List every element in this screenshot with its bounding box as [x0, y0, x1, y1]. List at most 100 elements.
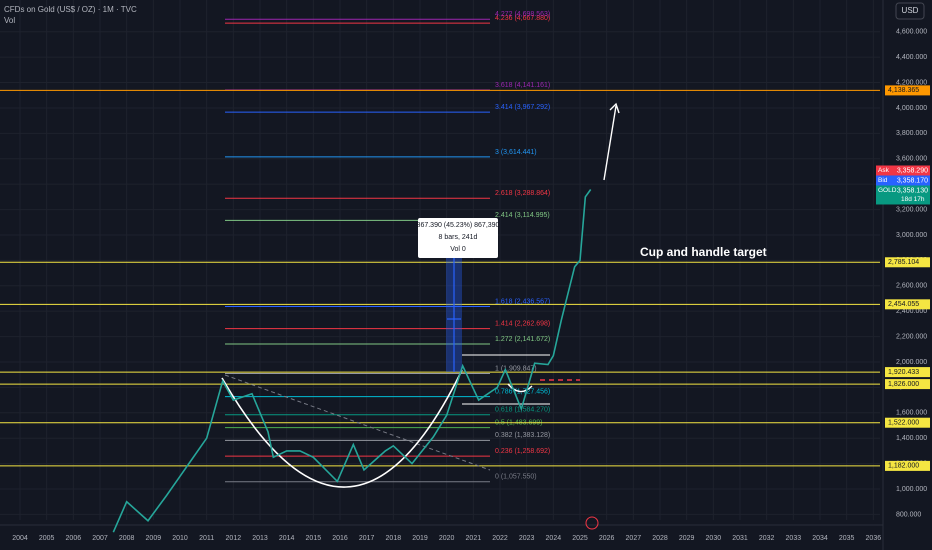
price-line [112, 189, 592, 533]
level-tag [885, 379, 930, 390]
price-tag-extra: 18d 17h [901, 196, 925, 203]
x-tick-label: 2013 [252, 535, 268, 542]
y-tick-label: 3,200.000 [896, 206, 927, 213]
event-icon[interactable] [585, 516, 599, 530]
y-tick-label: 2,600.000 [896, 283, 927, 290]
y-tick-label: 2,400.000 [896, 308, 927, 315]
fib-label: 2.618 (3,288.864) [495, 190, 550, 197]
fib-label: 1 (1,909.847) [495, 365, 537, 372]
fib-label: 0 (1,057.550) [495, 474, 537, 481]
measure-text: Vol 0 [450, 246, 466, 253]
x-tick-label: 2009 [146, 535, 162, 542]
fib-label: 3.618 (4,141.161) [495, 82, 550, 89]
level-label: 4,138.365 [888, 87, 919, 94]
x-tick-label: 2018 [386, 535, 402, 542]
y-tick-label: 4,600.000 [896, 29, 927, 36]
currency-button[interactable] [895, 2, 925, 20]
price-tag [876, 165, 930, 176]
x-tick-label: 2022 [492, 535, 508, 542]
price-tag [876, 185, 930, 205]
x-tick-label: 2025 [572, 535, 588, 542]
x-tick-label: 2011 [199, 535, 214, 542]
fib-label: 0.618 (1,584.270) [495, 407, 550, 414]
y-tick-label: 3,600.000 [896, 156, 927, 163]
x-tick-label: 2028 [652, 535, 668, 542]
level-label: 1,182.000 [888, 463, 919, 470]
measure-text: 8 bars, 241d [439, 234, 478, 241]
x-tick-label: 2035 [839, 535, 855, 542]
y-tick-label: 2,000.000 [896, 359, 927, 366]
x-tick-label: 2016 [332, 535, 348, 542]
handle-curve [507, 383, 533, 393]
fib-label: 0.236 (1,258.692) [495, 448, 550, 455]
x-tick-label: 2029 [679, 535, 695, 542]
currency[interactable]: USD [902, 6, 919, 15]
y-tick-label: 4,000.000 [896, 105, 927, 112]
level-label: 2,454.055 [888, 301, 919, 308]
price-tag-value: 3,358.290 [897, 167, 928, 174]
y-tick-label: 4,200.000 [896, 79, 927, 86]
level-label: 1,920.433 [888, 369, 919, 376]
level-tag [885, 460, 930, 471]
price-tag [876, 175, 930, 186]
grid [0, 0, 880, 520]
y-tick-label: 800.000 [896, 511, 921, 518]
cup-curve [221, 369, 463, 488]
x-tick-label: 2008 [119, 535, 135, 542]
x-tick-label: 2027 [626, 535, 642, 542]
x-tick-label: 2036 [866, 535, 882, 542]
y-tick-label: 3,800.000 [896, 130, 927, 137]
fib-label: 4.236 (4,667.880) [495, 15, 550, 22]
y-tick-label: 2,200.000 [896, 333, 927, 340]
x-tick-label: 2032 [759, 535, 775, 542]
level-tag [885, 367, 930, 378]
x-tick-label: 2026 [599, 535, 615, 542]
x-tick-label: 2015 [306, 535, 322, 542]
fib-label: 4.272 (4,698.563) [495, 11, 550, 18]
x-tick-label: 2020 [439, 535, 455, 542]
level-label: 1,826.000 [888, 381, 919, 388]
fib-label: 1.272 (2,141.672) [495, 336, 550, 343]
level-tag [885, 257, 930, 268]
measure-box [418, 218, 498, 258]
x-tick-label: 2024 [546, 535, 562, 542]
price-tag-name: Ask [878, 167, 890, 174]
y-tick-label: 3,000.000 [896, 232, 927, 239]
price-tag-value: 3,358.170 [897, 177, 928, 184]
level-tag [885, 299, 930, 310]
fib-label: 2.414 (3,114.995) [495, 212, 550, 219]
price-tag-name: GOLD [878, 187, 897, 194]
y-tick-label: 1,600.000 [896, 410, 927, 417]
x-tick-label: 2023 [519, 535, 535, 542]
x-tick-label: 2021 [466, 535, 482, 542]
x-tick-label: 2005 [39, 535, 55, 542]
x-tick-label: 2033 [786, 535, 802, 542]
fib-label: 1.618 (2,436.567) [495, 298, 550, 305]
y-tick-label: 1,000.000 [896, 486, 927, 493]
measure-text: 867.390 (45.23%) 867,390 [417, 222, 500, 229]
price-tag-value: 3,358.130 [897, 187, 928, 194]
target-arrow [603, 102, 620, 181]
level-label: 1,522.000 [888, 420, 919, 427]
x-tick-label: 2010 [172, 535, 188, 542]
fib-label: 0.382 (1,383.128) [495, 432, 550, 439]
y-tick-label: 1,400.000 [896, 435, 927, 442]
x-tick-label: 2006 [66, 535, 82, 542]
level-tag [885, 85, 930, 96]
x-tick-label: 2017 [359, 535, 375, 542]
x-tick-label: 2034 [812, 535, 828, 542]
chart-title: CFDs on Gold (US$ / OZ) · 1M · TVC [4, 5, 137, 14]
level-label: 2,785.104 [888, 259, 919, 266]
x-tick-label: 2030 [706, 535, 722, 542]
x-tick-label: 2014 [279, 535, 295, 542]
fib-label: 3.414 (3,967.292) [495, 104, 550, 111]
level-tag [885, 417, 930, 428]
annotation: Cup and handle target [640, 245, 767, 259]
x-tick-label: 2004 [12, 535, 28, 542]
y-tick-label: 4,400.000 [896, 54, 927, 61]
x-tick-label: 2007 [92, 535, 108, 542]
fib-label: 1.414 (2,262.698) [495, 320, 550, 327]
x-tick-label: 2012 [226, 535, 242, 542]
